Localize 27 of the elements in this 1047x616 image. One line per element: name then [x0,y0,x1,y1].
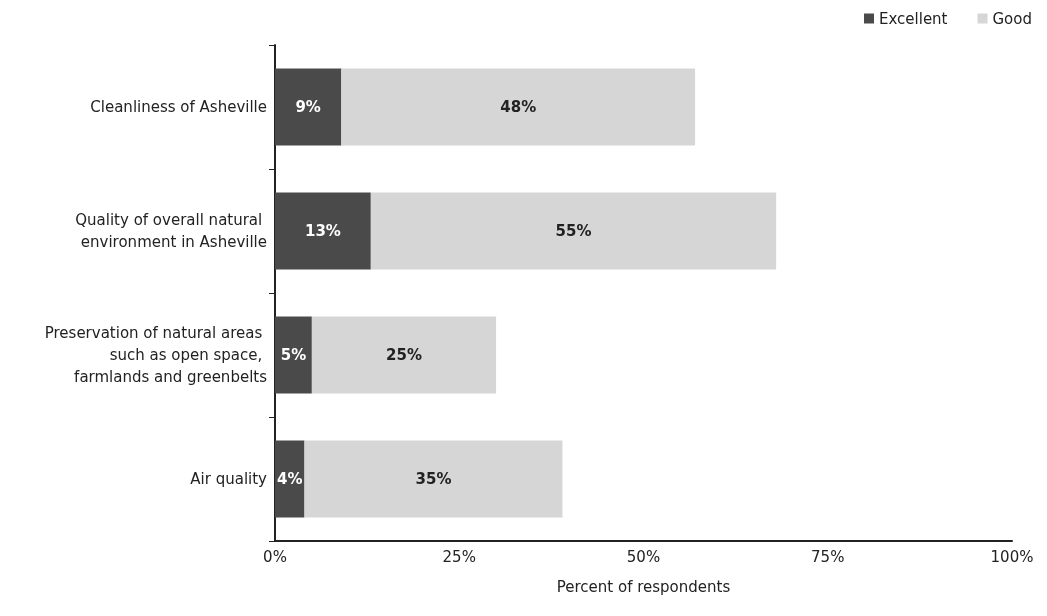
data-label: 4% [277,470,303,488]
data-label: 13% [304,222,341,240]
y-tick-label: Air quality [190,470,268,488]
data-label: 55% [555,222,592,240]
data-label: 35% [415,470,452,488]
y-tick-label: Cleanliness of Asheville [90,98,267,116]
data-label: 5% [280,346,307,364]
x-tick-label: 0% [263,547,287,566]
legend-label: Good [992,9,1032,28]
bar [311,316,497,394]
bar [370,192,777,270]
bar [304,440,563,518]
x-tick-label: 50% [626,547,661,566]
bar [275,68,342,146]
legend-label: Excellent [878,9,948,28]
bar [275,192,371,270]
x-tick-label: 100% [990,547,1034,566]
bar [341,68,696,146]
y-tick-label: Preservation of natural areas such as open space, farmlands and greenbelts [44,324,268,386]
data-label: 9% [295,98,321,116]
data-label: 25% [386,346,422,364]
x-tick-label: 25% [442,547,476,566]
y-tick-label: Quality of overall natural environment in Asheville [75,211,267,251]
x-axis-title: Percent of respondents [556,577,731,596]
x-tick-label: 75% [811,547,845,566]
data-label: 48% [500,98,537,116]
bar [275,316,312,394]
